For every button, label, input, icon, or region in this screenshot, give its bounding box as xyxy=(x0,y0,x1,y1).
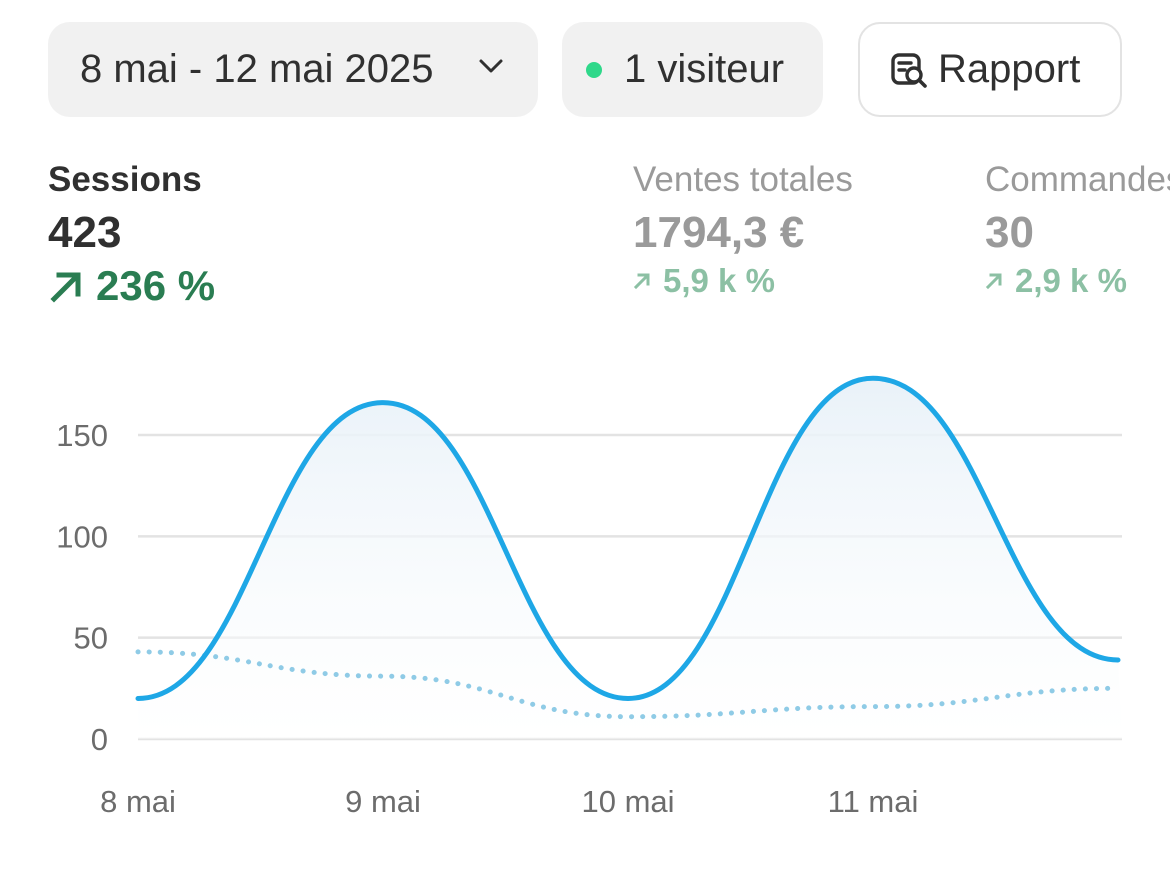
metric-change-value: 2,9 k % xyxy=(1015,262,1127,299)
date-range-label: 8 mai - 12 mai 2025 xyxy=(80,47,434,91)
live-visitors-button[interactable]: 1 visiteur xyxy=(562,22,823,117)
metric-value: 1794,3 € xyxy=(633,208,805,257)
report-button[interactable]: Rapport xyxy=(858,22,1122,117)
arrow-up-right-icon xyxy=(633,273,650,290)
sessions-series-line xyxy=(135,375,1121,701)
metric-value: 30 xyxy=(985,208,1034,257)
comparison-series-line xyxy=(135,649,1121,720)
metric-value: 423 xyxy=(48,208,122,257)
metric-change-value: 236 % xyxy=(96,262,216,309)
sessions-chart: 0 50 100 150 8 mai 9 mai 10 mai 11 mai xyxy=(56,375,1122,819)
visitors-label: 1 visiteur xyxy=(624,47,785,91)
metric-change: 2,9 k % xyxy=(985,262,1170,300)
x-tick-label: 8 mai xyxy=(100,784,176,819)
chevron-down-icon xyxy=(479,59,503,73)
arrow-up-right-icon xyxy=(985,273,1002,290)
report-label: Rapport xyxy=(938,47,1081,91)
metric-change: 236 % xyxy=(48,262,215,310)
metric-label: Ventes totales xyxy=(633,160,853,199)
metric-sessions[interactable]: Sessions 423 236 % xyxy=(48,160,215,310)
arrow-up-right-icon xyxy=(50,272,81,303)
metric-total-sales[interactable]: Ventes totales 1794,3 € 5,9 k % xyxy=(633,160,853,300)
metric-orders[interactable]: Commandes 30 2,9 k % xyxy=(985,160,1170,300)
metric-label: Sessions xyxy=(48,160,202,199)
y-tick-label: 150 xyxy=(56,418,108,453)
metric-label: Commandes xyxy=(985,160,1170,199)
y-tick-label: 0 xyxy=(91,722,108,757)
x-tick-label: 9 mai xyxy=(345,784,421,819)
y-tick-label: 50 xyxy=(74,621,108,656)
metric-change: 5,9 k % xyxy=(633,262,853,300)
metric-change-value: 5,9 k % xyxy=(663,262,775,299)
date-range-selector[interactable]: 8 mai - 12 mai 2025 xyxy=(48,22,538,117)
sessions-area xyxy=(138,378,1122,739)
x-tick-label: 10 mai xyxy=(581,784,674,819)
x-tick-label: 11 mai xyxy=(828,784,919,819)
online-status-dot xyxy=(586,61,602,78)
report-search-icon xyxy=(891,52,927,88)
y-tick-label: 100 xyxy=(56,519,108,554)
